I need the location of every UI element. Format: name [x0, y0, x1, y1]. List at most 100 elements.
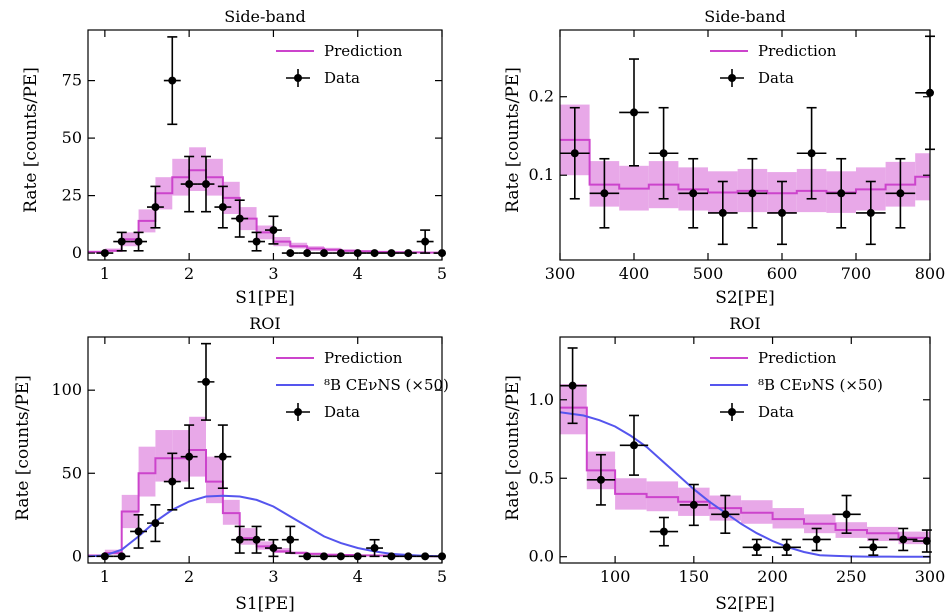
y-tick-label: 50 [62, 128, 82, 147]
legend-label: Prediction [324, 42, 403, 60]
data-point [151, 519, 160, 528]
data-point [235, 214, 244, 223]
plot-area [560, 384, 930, 558]
data-point [659, 149, 668, 158]
cevns-curve [560, 411, 930, 558]
data-point [185, 452, 194, 461]
panel-title: ROI [249, 314, 280, 333]
data-point [202, 180, 210, 189]
legend-data-marker [294, 408, 302, 416]
data-point [689, 189, 698, 198]
uncertainty-band-bin [172, 430, 190, 482]
panel-sideband-s2: Side-band S2[PE] Rate [counts/PE] 300 400… [503, 7, 945, 308]
data-point [630, 441, 638, 450]
data-point [117, 237, 126, 246]
y-tick-label: 0.1 [529, 165, 554, 184]
x-tick-label: 400 [619, 264, 650, 283]
data-point [837, 189, 846, 198]
plot-area [88, 147, 442, 254]
data-point [303, 552, 312, 561]
y-axis-label: Rate [counts/PE] [21, 67, 41, 213]
x-tick-label: 100 [600, 567, 631, 586]
data-point [134, 237, 143, 246]
legend-label: Data [324, 403, 360, 421]
data-point [134, 527, 143, 536]
legend-label: ⁸B CEνNS (×50) [324, 376, 449, 394]
data-point [748, 189, 757, 198]
uncertainty-band-bin [239, 528, 257, 545]
y-axis-label: Rate [counts/PE] [503, 375, 523, 521]
axes-frame [559, 336, 931, 564]
axes-frame [559, 29, 931, 261]
data-point [689, 500, 698, 509]
y-tick-label: 1.0 [529, 390, 554, 409]
data-point [630, 108, 638, 117]
data-point [286, 535, 295, 544]
legend-label: Prediction [758, 349, 837, 367]
data-point [404, 552, 413, 561]
data-point [721, 510, 730, 519]
y-axis-label: Rate [counts/PE] [503, 67, 523, 213]
x-tick-label: 250 [836, 567, 867, 586]
data-point [117, 552, 126, 561]
plot-area [88, 416, 442, 558]
x-tick-label: 1 [100, 264, 110, 283]
y-tick-label: 0 [72, 546, 82, 565]
legend-label: Data [758, 403, 794, 421]
data-series [560, 35, 935, 246]
data-point [866, 208, 875, 217]
data-point [896, 189, 905, 198]
legend: Prediction Data [276, 42, 403, 87]
legend-label: Data [324, 69, 360, 87]
plot-area [560, 104, 930, 214]
legend-label: Prediction [758, 42, 837, 60]
data-point [185, 180, 194, 189]
data-point [370, 249, 379, 258]
legend: Prediction ⁸B CEνNS (×50) Data [276, 349, 449, 421]
data-point [303, 249, 312, 258]
data-point [659, 527, 668, 536]
data-series [96, 342, 446, 561]
uncertainty-band-bin [155, 430, 173, 482]
data-point [570, 149, 579, 158]
prediction-line [560, 406, 930, 539]
data-point [168, 477, 177, 486]
data-point [286, 249, 295, 258]
data-point [218, 452, 227, 461]
axes-frame [87, 29, 443, 261]
x-tick-label: 5 [437, 567, 447, 586]
panel-title: ROI [729, 314, 760, 333]
x-tick-label: 500 [693, 264, 724, 283]
y-tick-label: 75 [62, 71, 82, 90]
cevns-curve [88, 494, 442, 558]
x-tick-label: 200 [757, 567, 788, 586]
axes-frame [87, 336, 443, 564]
y-tick-label: 0.0 [529, 547, 554, 566]
data-point [235, 535, 244, 544]
y-tick-label: 50 [62, 463, 82, 482]
y-tick-label: 0.5 [529, 468, 554, 487]
data-point [404, 249, 413, 258]
legend: Prediction ⁸B CEνNS (×50) Data [710, 349, 883, 421]
x-tick-label: 2 [184, 567, 194, 586]
legend-data-marker [728, 74, 736, 82]
x-tick-label: 4 [353, 567, 363, 586]
data-point [336, 249, 345, 258]
x-tick-label: 3 [268, 264, 278, 283]
x-tick-label: 600 [767, 264, 798, 283]
data-point [807, 149, 816, 158]
data-point [778, 208, 786, 217]
x-axis-label: S1[PE] [235, 288, 295, 308]
data-point [320, 249, 328, 258]
x-tick-label: 2 [184, 264, 194, 283]
y-tick-label: 0 [72, 243, 82, 262]
data-point [387, 552, 396, 561]
x-tick-label: 300 [915, 567, 946, 586]
panel-roi-s2: ROI S2[PE] Rate [counts/PE] 100 150 200 250… [503, 314, 945, 614]
data-point [899, 535, 908, 544]
data-point [421, 552, 430, 561]
uncertainty-band-bin [206, 456, 223, 504]
y-tick-label: 100 [51, 380, 82, 399]
y-axis-label: Rate [counts/PE] [13, 375, 33, 521]
